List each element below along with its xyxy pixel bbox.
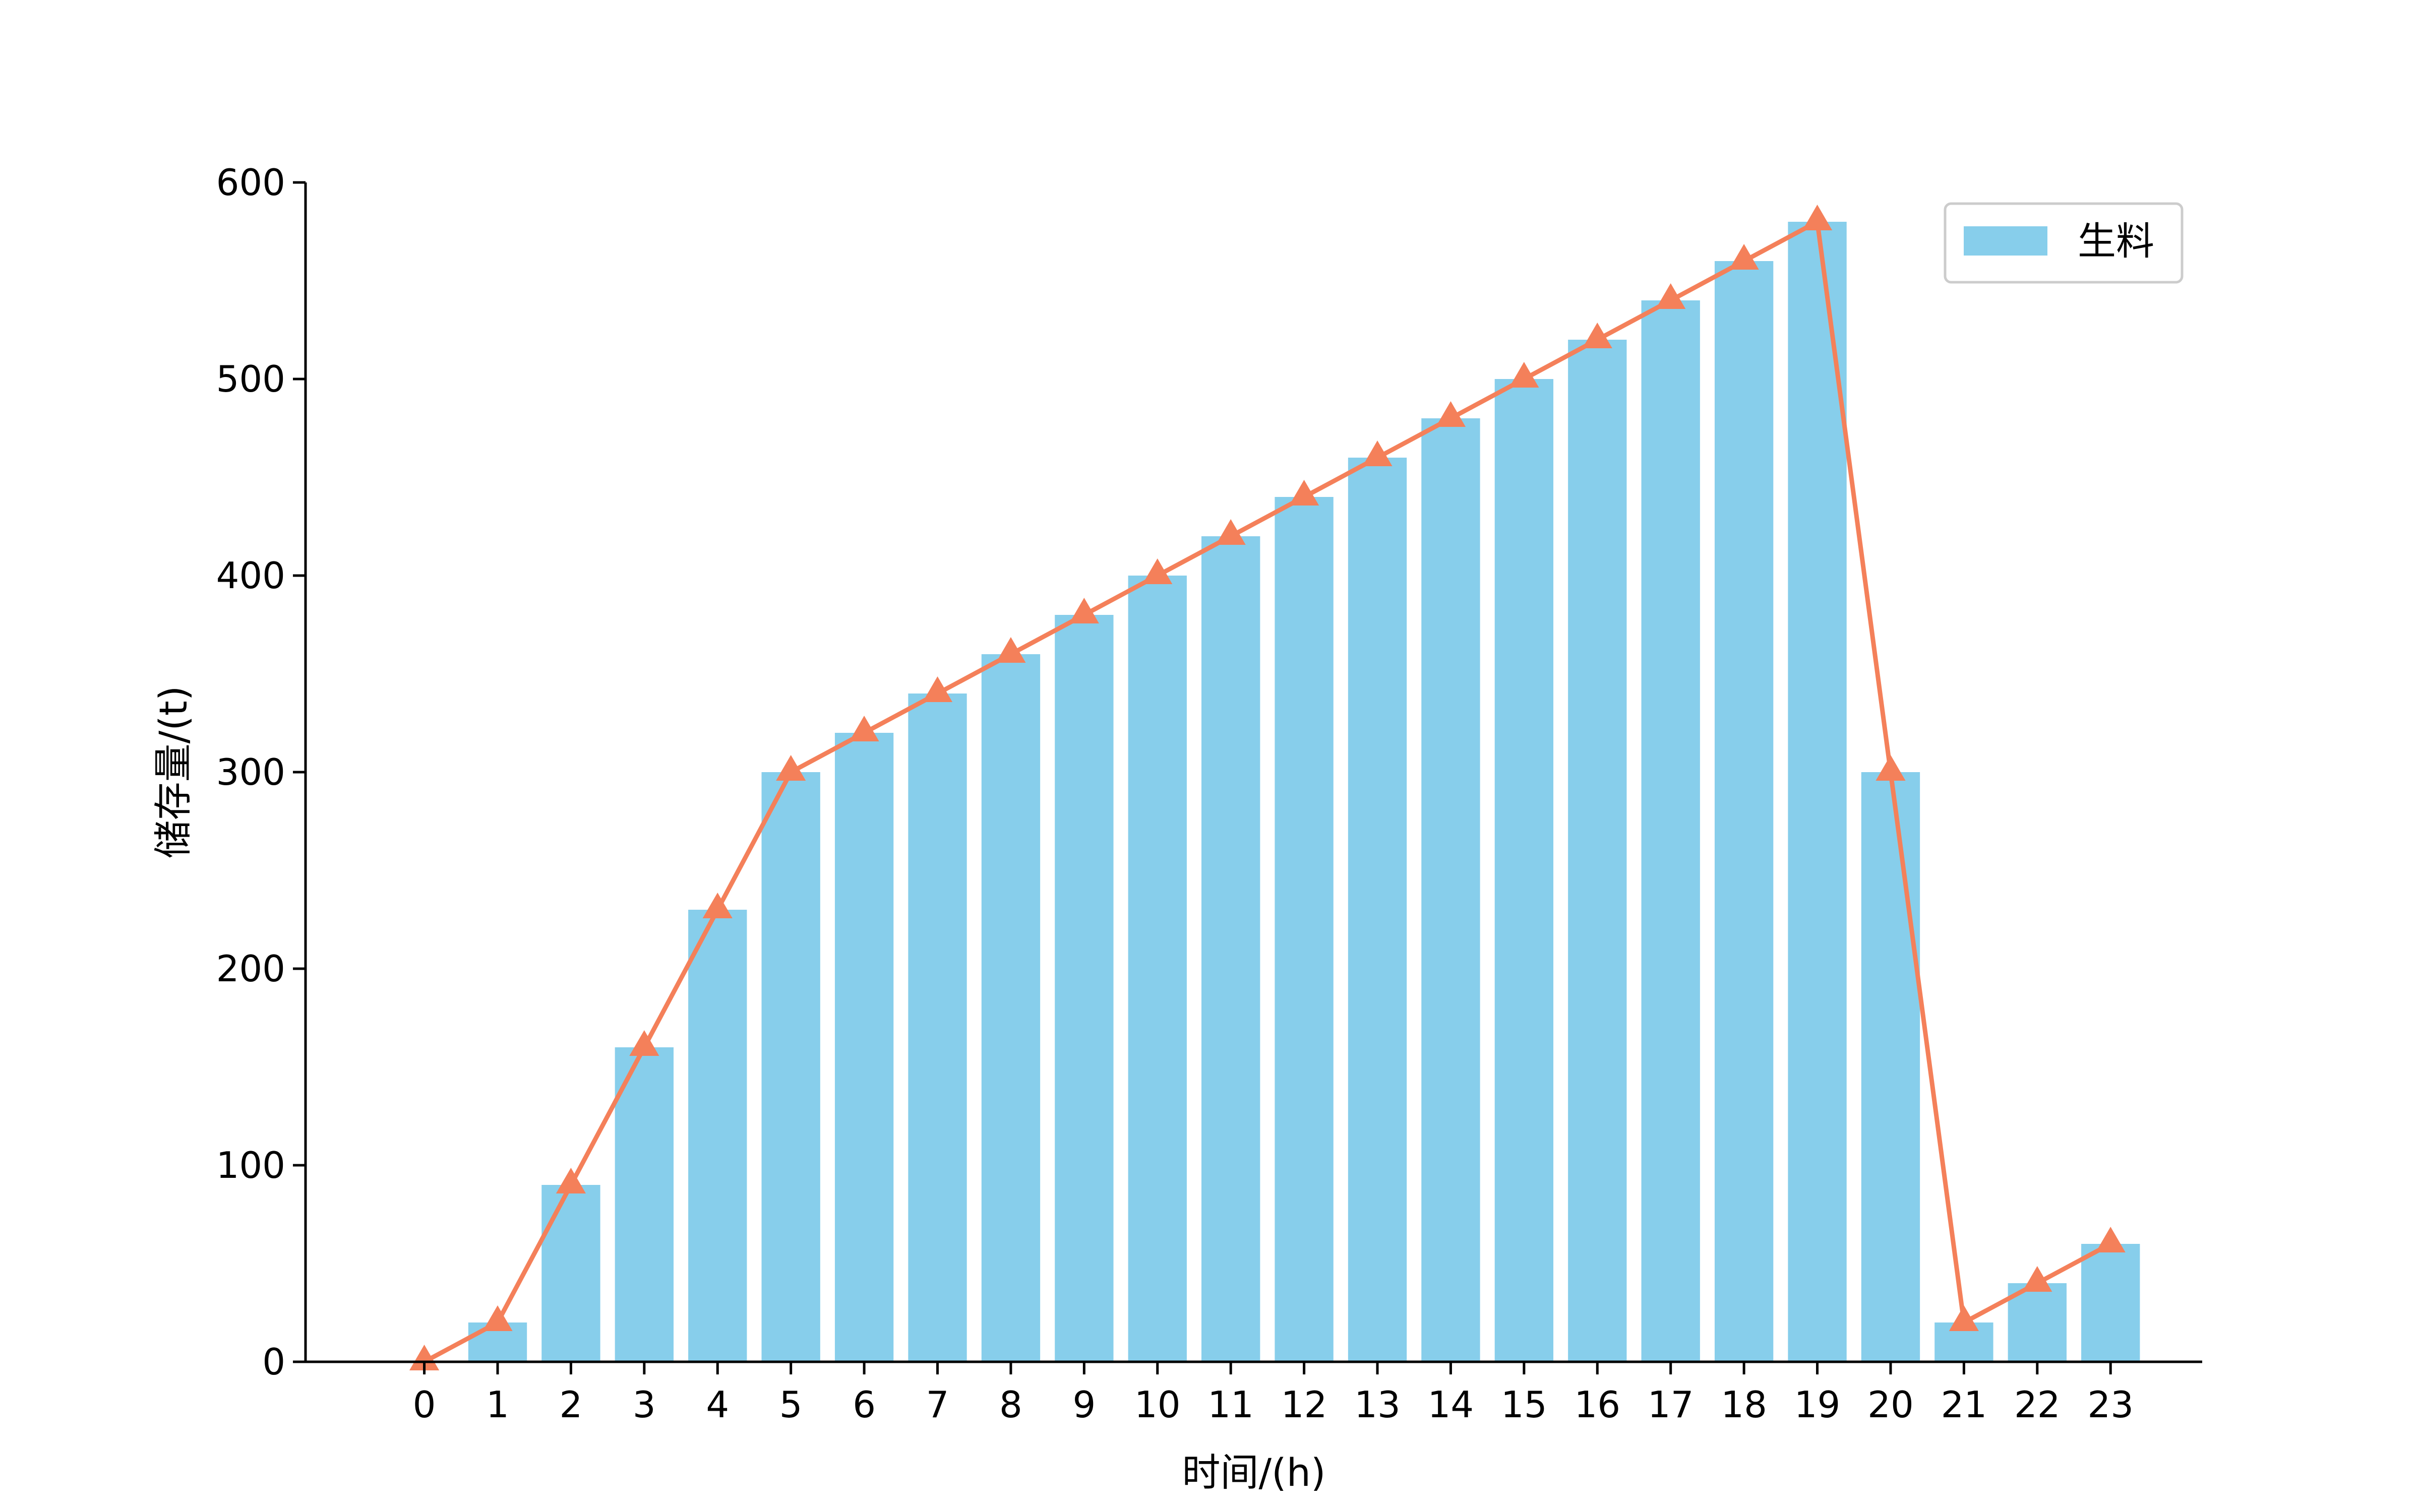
marker-20 bbox=[1876, 755, 1906, 781]
x-tick-label-5: 5 bbox=[779, 1383, 803, 1426]
x-tick-label-12: 12 bbox=[1281, 1383, 1327, 1426]
marker-22 bbox=[2022, 1266, 2052, 1292]
y-tick-label-200: 200 bbox=[216, 948, 285, 990]
x-tick-label-8: 8 bbox=[999, 1383, 1022, 1426]
bar-17 bbox=[1641, 300, 1700, 1362]
bar-14 bbox=[1421, 418, 1480, 1362]
marker-17 bbox=[1656, 283, 1686, 309]
marker-7 bbox=[922, 676, 953, 702]
bar-11 bbox=[1201, 536, 1260, 1362]
bar-19 bbox=[1788, 222, 1847, 1362]
marker-19 bbox=[1802, 205, 1833, 230]
x-tick-label-15: 15 bbox=[1501, 1383, 1547, 1426]
series-line bbox=[422, 219, 2113, 1364]
bar-16 bbox=[1568, 340, 1627, 1362]
marker-12 bbox=[1289, 480, 1319, 506]
marker-21 bbox=[1949, 1305, 1979, 1331]
x-tick-label-23: 23 bbox=[2087, 1383, 2134, 1426]
legend-frame bbox=[1944, 202, 2184, 284]
bar-series bbox=[468, 222, 2140, 1362]
bar-18 bbox=[1714, 261, 1774, 1362]
x-tick-label-6: 6 bbox=[853, 1383, 876, 1426]
x-tick-label-19: 19 bbox=[1794, 1383, 1841, 1426]
line-markers bbox=[409, 205, 2126, 1370]
x-tick-label-9: 9 bbox=[1072, 1383, 1096, 1426]
marker-8 bbox=[996, 637, 1026, 663]
bar-4 bbox=[688, 910, 747, 1362]
marker-2 bbox=[556, 1168, 586, 1193]
y-tick-label-400: 400 bbox=[216, 554, 285, 597]
x-axis-label: 时间/(h) bbox=[1182, 1450, 1325, 1495]
x-tick-label-2: 2 bbox=[560, 1383, 583, 1426]
x-tick-label-1: 1 bbox=[486, 1383, 509, 1426]
x-tick-label-3: 3 bbox=[633, 1383, 656, 1426]
y-tick-label-0: 0 bbox=[262, 1341, 285, 1383]
bar-3 bbox=[615, 1047, 674, 1362]
marker-15 bbox=[1509, 362, 1539, 388]
x-tick-label-21: 21 bbox=[1941, 1383, 1987, 1426]
marker-10 bbox=[1142, 558, 1173, 584]
marker-11 bbox=[1216, 519, 1246, 545]
x-tick-label-14: 14 bbox=[1428, 1383, 1474, 1426]
legend: 生料 bbox=[1944, 202, 2184, 284]
marker-18 bbox=[1729, 244, 1759, 270]
marker-4 bbox=[702, 893, 733, 918]
marker-1 bbox=[482, 1305, 513, 1331]
bar-8 bbox=[981, 654, 1041, 1362]
bar-9 bbox=[1055, 615, 1114, 1362]
x-tick-label-17: 17 bbox=[1648, 1383, 1694, 1426]
y-tick-label-300: 300 bbox=[216, 751, 285, 793]
x-tick-label-4: 4 bbox=[706, 1383, 729, 1426]
x-tick-label-13: 13 bbox=[1354, 1383, 1401, 1426]
bar-5 bbox=[761, 772, 820, 1362]
legend-swatch-生料 bbox=[1964, 226, 2047, 256]
bar-20 bbox=[1861, 772, 1920, 1362]
x-tick-label-0: 0 bbox=[413, 1383, 436, 1426]
bar-6 bbox=[834, 733, 894, 1362]
y-axis-label: 储存量/(t) bbox=[151, 686, 196, 859]
marker-6 bbox=[849, 716, 879, 741]
x-tick-label-10: 10 bbox=[1134, 1383, 1181, 1426]
x-tick-label-11: 11 bbox=[1207, 1383, 1254, 1426]
x-tick-label-22: 22 bbox=[2014, 1383, 2061, 1426]
bar-13 bbox=[1348, 458, 1407, 1362]
x-tick-label-7: 7 bbox=[926, 1383, 949, 1426]
marker-3 bbox=[629, 1030, 659, 1056]
marker-0 bbox=[409, 1345, 440, 1370]
marker-14 bbox=[1435, 401, 1466, 427]
y-tick-label-100: 100 bbox=[216, 1144, 285, 1186]
x-tick-label-16: 16 bbox=[1574, 1383, 1620, 1426]
line-series bbox=[422, 219, 2113, 1364]
marker-5 bbox=[776, 755, 806, 781]
bar-10 bbox=[1128, 576, 1187, 1362]
marker-13 bbox=[1362, 440, 1393, 466]
bar-22 bbox=[2008, 1283, 2067, 1362]
marker-23 bbox=[2095, 1227, 2126, 1252]
y-axis-ticks: 0 100 200 300 400 500 600 bbox=[216, 161, 306, 1383]
bar-12 bbox=[1275, 497, 1334, 1362]
y-tick-label-500: 500 bbox=[216, 358, 285, 400]
marker-16 bbox=[1582, 323, 1612, 348]
x-axis-ticks: 0 1 2 3 4 5 6 7 8 9 10 11 12 13 14 15 16 17 18 19 20 21 22 23 bbox=[413, 1362, 2134, 1426]
legend-entry-label: 生料 bbox=[2078, 219, 2154, 264]
bar-15 bbox=[1494, 379, 1554, 1362]
bar-2 bbox=[541, 1185, 600, 1362]
x-tick-label-18: 18 bbox=[1721, 1383, 1767, 1426]
bar-7 bbox=[908, 694, 967, 1362]
y-tick-label-600: 600 bbox=[216, 161, 285, 204]
marker-9 bbox=[1069, 598, 1099, 623]
x-tick-label-20: 20 bbox=[1867, 1383, 1914, 1426]
bar-23 bbox=[2081, 1244, 2140, 1362]
